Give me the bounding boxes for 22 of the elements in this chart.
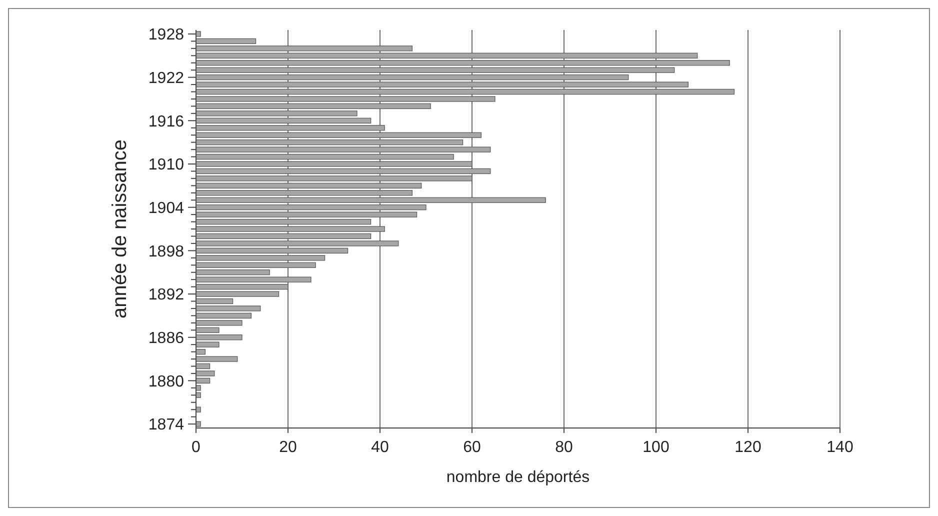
bar — [196, 421, 201, 427]
y-tick-label: 1886 — [148, 330, 184, 347]
x-tick-label: 60 — [463, 439, 481, 456]
x-tick-label: 40 — [371, 439, 389, 456]
y-axis-title: année de naissance — [109, 139, 131, 319]
x-tick-label: 20 — [279, 439, 297, 456]
bar — [196, 406, 201, 412]
y-tick-label: 1928 — [148, 26, 184, 44]
x-tick-label: 0 — [192, 439, 201, 456]
y-tick-label: 1892 — [148, 286, 184, 304]
x-tick-label: 100 — [642, 439, 670, 456]
x-tick-label: 140 — [826, 439, 854, 456]
y-tick-label: 1904 — [148, 200, 184, 217]
y-tick-label: 1910 — [148, 156, 184, 174]
x-tick-label: 120 — [734, 439, 762, 456]
x-axis-title: nombre de déportés — [446, 469, 590, 486]
y-tick-label: 1916 — [148, 113, 184, 130]
x-tick-label: 80 — [555, 439, 573, 456]
y-tick-label: 1874 — [148, 416, 184, 434]
y-tick-label: 1898 — [148, 243, 184, 260]
y-tick-label: 1880 — [148, 373, 184, 390]
y-tick-label: 1922 — [148, 70, 184, 87]
